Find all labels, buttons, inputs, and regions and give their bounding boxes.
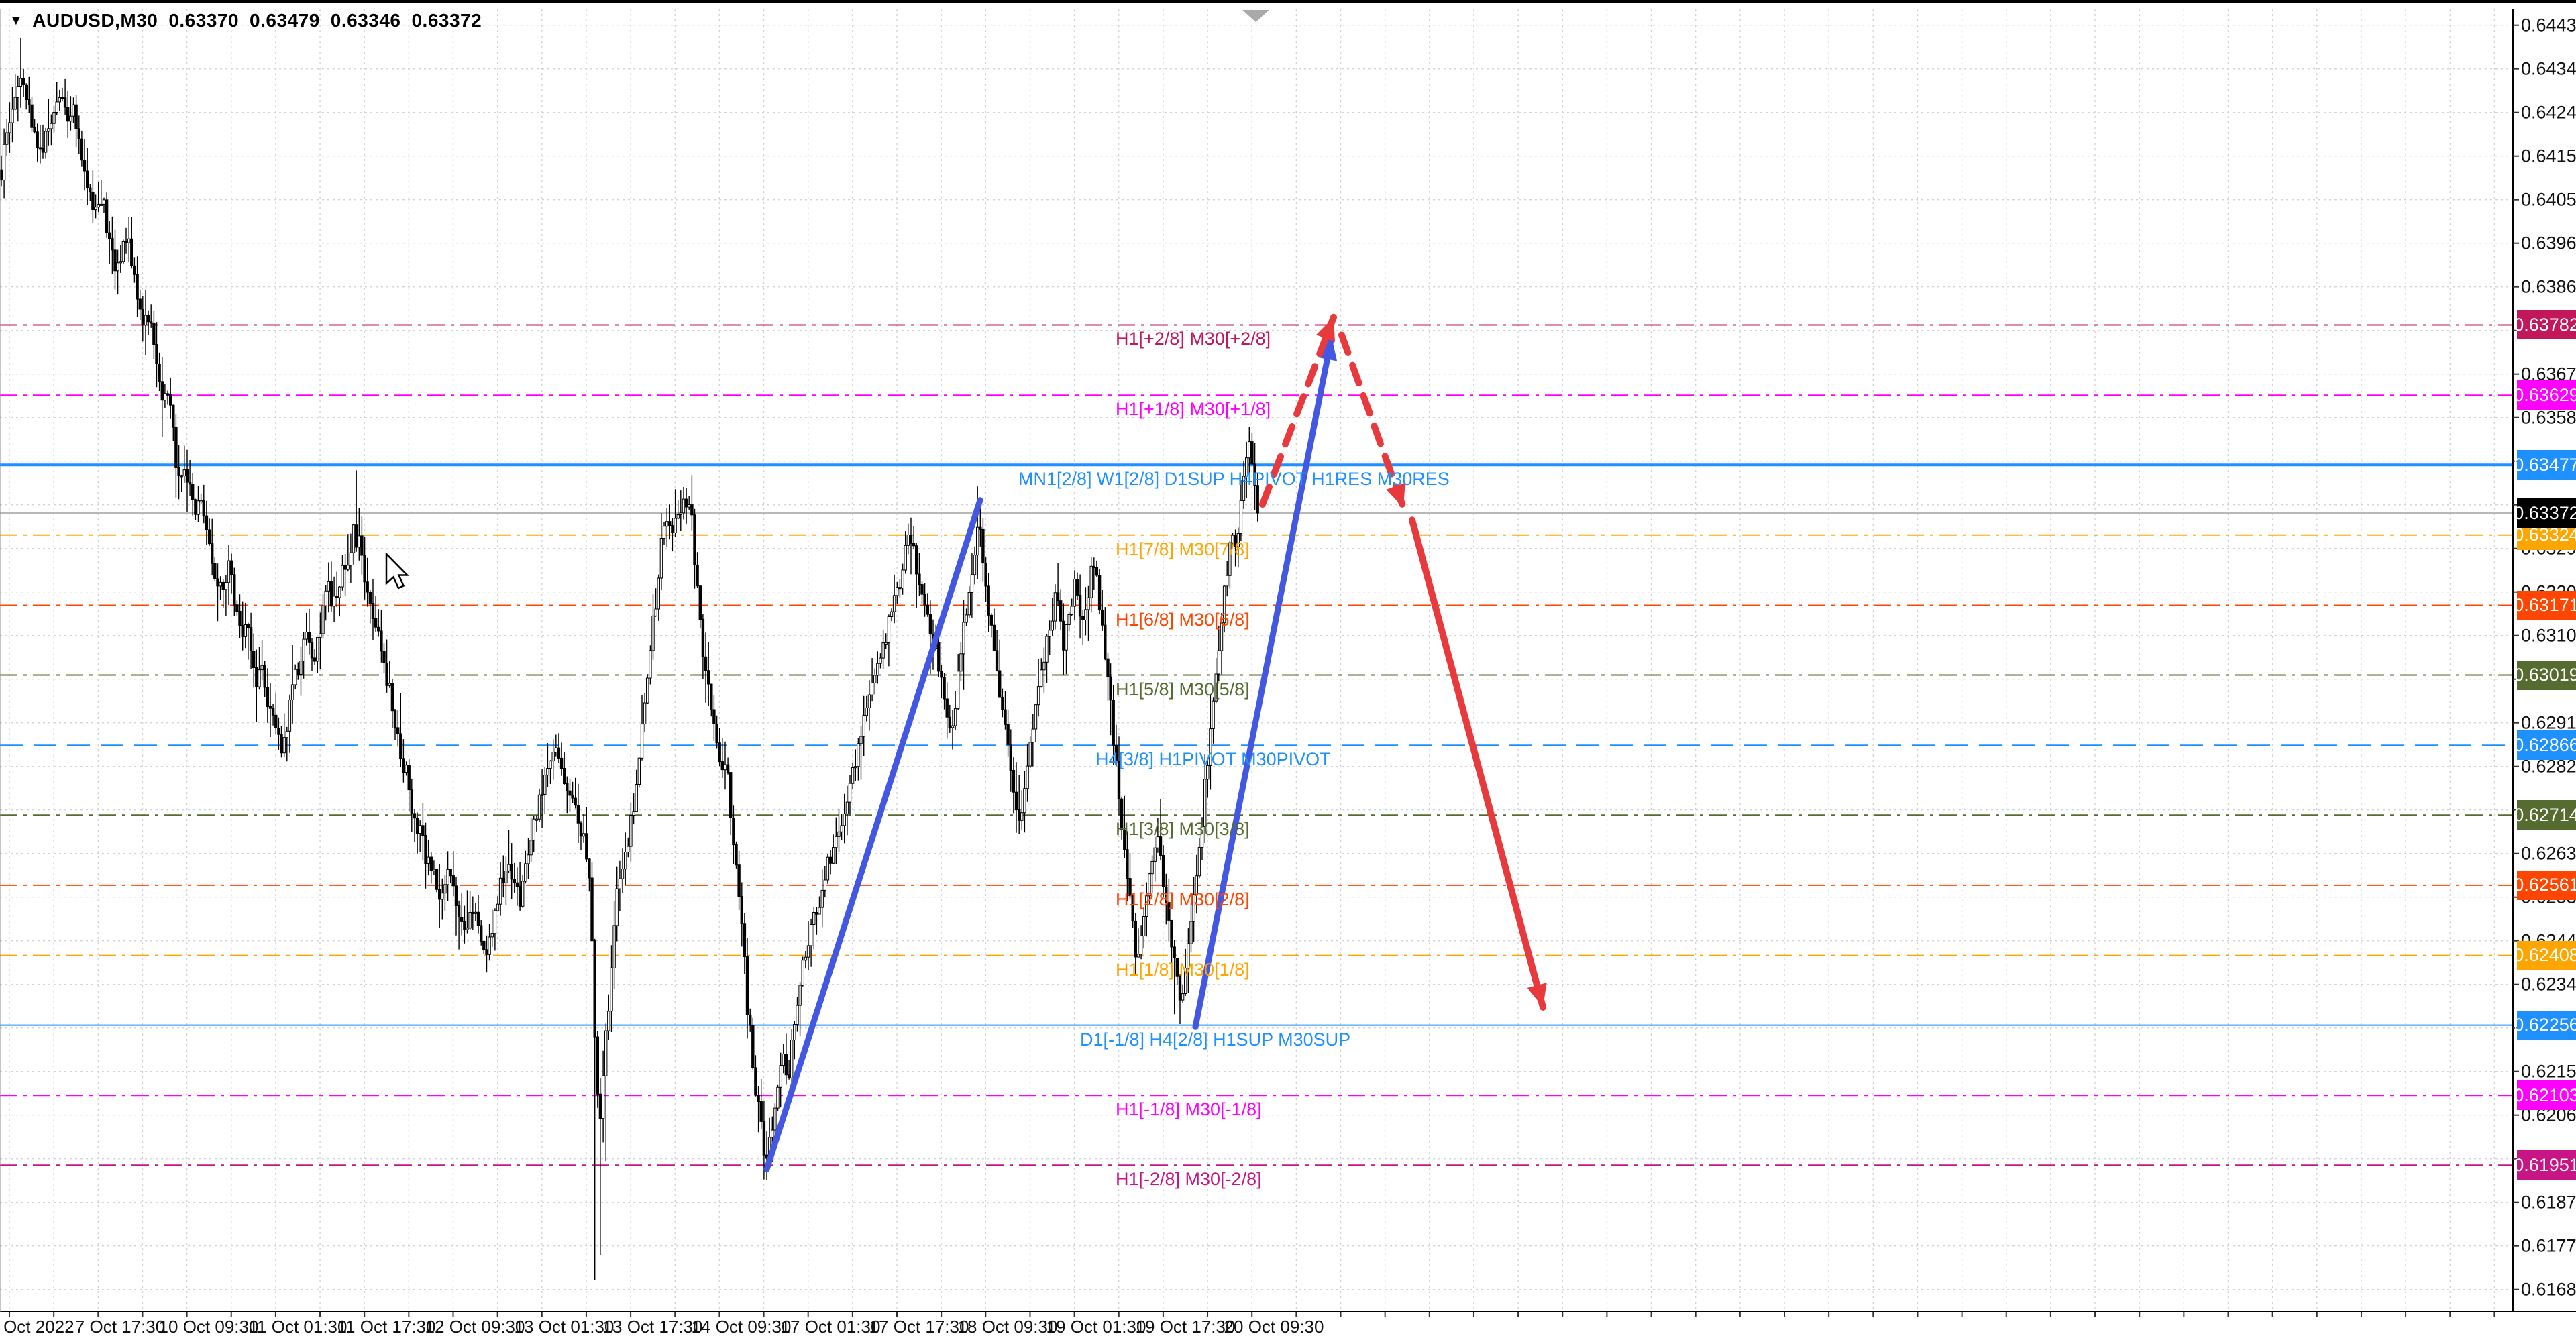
price-level-chip: 0.63477 xyxy=(2514,450,2576,480)
time-axis-label: 18 Oct 09:30 xyxy=(957,1317,1058,1337)
time-axis-label: 19 Oct 01:30 xyxy=(1046,1317,1146,1337)
annotations-layer xyxy=(763,313,1547,1172)
time-axis-label: 13 Oct 01:30 xyxy=(514,1317,614,1337)
axis-border xyxy=(0,9,2576,1312)
level-label: H1[-1/8] M30[-1/8] xyxy=(1116,1099,1262,1120)
time-axis-label: 17 Oct 01:30 xyxy=(780,1317,881,1337)
level-label: H1[-2/8] M30[-2/8] xyxy=(1116,1169,1262,1190)
price-level-chip: 0.62561 xyxy=(2514,870,2576,900)
time-axis-label: 10 Oct 09:30 xyxy=(158,1317,259,1337)
projected-down-arrow-dashed[interactable] xyxy=(1338,331,1407,511)
price-level-chip: 0.62714 xyxy=(2514,800,2576,830)
price-axis-tick: 0.64055 xyxy=(2521,189,2576,210)
price-level-chip: 0.62256 xyxy=(2514,1010,2576,1040)
quote-high: 0.63479 xyxy=(250,10,320,31)
price-level-chip: 0.62408 xyxy=(2514,940,2576,970)
price-chart-plot[interactable] xyxy=(0,3,2576,1342)
levels-layer xyxy=(0,324,2513,1166)
price-axis-tick: 0.62345 xyxy=(2521,974,2576,995)
level-label: H1[2/8] M30[2/8] xyxy=(1116,889,1250,909)
level-label: H1[3/8] M30[3/8] xyxy=(1116,819,1250,840)
time-axis-label: 14 Oct 09:30 xyxy=(691,1317,792,1337)
price-axis-tick: 0.63865 xyxy=(2521,276,2576,297)
level-label: H4[3/8] H1PIVOT M30PIVOT xyxy=(1095,749,1331,770)
price-level-chip: 0.63629 xyxy=(2514,380,2576,410)
time-axis-label: 19 Oct 17:30 xyxy=(1135,1317,1236,1337)
quote-open: 0.63370 xyxy=(168,10,239,31)
level-label: H1[1/8] M30[1/8] xyxy=(1116,959,1250,980)
price-level-chip: 0.62866 xyxy=(2514,730,2576,761)
quote-close: 0.63372 xyxy=(411,10,482,31)
time-axis-label: 12 Oct 09:30 xyxy=(425,1317,525,1337)
projected-up-arrow-dashed[interactable] xyxy=(1259,313,1337,508)
level-label: H1[6/8] M30[6/8] xyxy=(1116,609,1250,630)
level-label: H1[+1/8] M30[+1/8] xyxy=(1116,399,1271,420)
time-axis-label: 11 Oct 01:30 xyxy=(248,1317,347,1337)
level-label: H1[+2/8] M30[+2/8] xyxy=(1116,329,1271,349)
quote-low: 0.63346 xyxy=(330,10,401,31)
level-label: H1[7/8] M30[7/8] xyxy=(1116,539,1250,559)
level-label: MN1[2/8] W1[2/8] D1SUP H4PIVOT H1RES M30… xyxy=(1018,469,1450,490)
price-level-chip: 0.63372 xyxy=(2514,498,2576,528)
level-label: H1[5/8] M30[5/8] xyxy=(1116,679,1250,700)
candles-layer xyxy=(0,37,1259,1280)
symbol-timeframe-label: AUDUSD,M30 xyxy=(32,10,158,31)
trendline-up-1[interactable] xyxy=(763,497,983,1172)
level-label: D1[-1/8] H4[2/8] H1SUP M30SUP xyxy=(1080,1029,1351,1050)
price-axis-tick: 0.61775 xyxy=(2521,1235,2576,1256)
price-level-chip: 0.61951 xyxy=(2514,1150,2576,1180)
time-axis-label: 20 Oct 09:30 xyxy=(1224,1317,1324,1337)
chart-title: ▼ AUDUSD,M30 0.63370 0.63479 0.63346 0.6… xyxy=(9,10,482,32)
price-axis-tick: 0.62915 xyxy=(2521,712,2576,733)
price-axis-tick: 0.63105 xyxy=(2521,625,2576,646)
time-axis-label: 11 Oct 17:30 xyxy=(337,1317,436,1337)
time-axis-label: 7 Oct 17:30 xyxy=(74,1317,166,1337)
time-axis-label: 7 Oct 2022 xyxy=(0,1317,74,1337)
price-axis-tick: 0.64435 xyxy=(2521,15,2576,36)
price-level-chip: 0.62103 xyxy=(2514,1080,2576,1111)
grid-layer xyxy=(0,9,2513,1312)
price-level-chip: 0.63019 xyxy=(2514,660,2576,690)
chart-shift-marker xyxy=(1242,10,1269,22)
projected-down-arrow-solid[interactable] xyxy=(1409,516,1547,1011)
price-level-chip: 0.63171 xyxy=(2514,590,2576,620)
symbol-dropdown-icon[interactable]: ▼ xyxy=(9,13,23,28)
price-axis-tick: 0.64245 xyxy=(2521,102,2576,123)
price-axis-tick: 0.62155 xyxy=(2521,1061,2576,1082)
time-axis-label: 17 Oct 17:30 xyxy=(869,1317,969,1337)
price-level-chip: 0.63782 xyxy=(2514,310,2576,340)
time-axis-label: 13 Oct 17:30 xyxy=(602,1317,703,1337)
